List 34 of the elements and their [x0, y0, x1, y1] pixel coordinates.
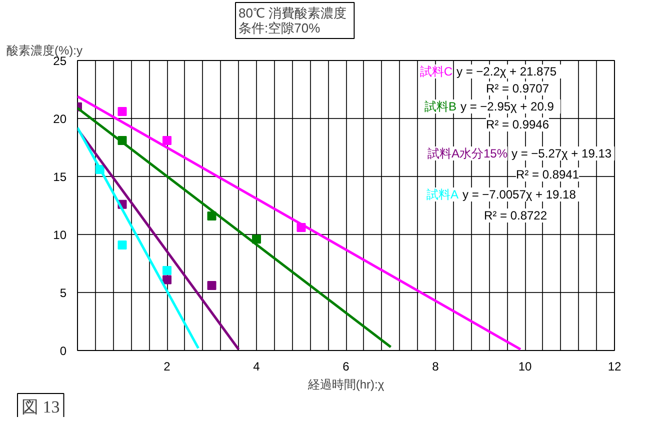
chart-title: 80℃ 消費酸素濃度: [238, 6, 347, 20]
annotation: y = −2.95χ + 20.9: [460, 100, 554, 114]
x-tick-label: 12: [608, 360, 622, 374]
text: 試料C: [420, 64, 453, 78]
y-tick-label: 0: [60, 344, 67, 358]
point: [162, 266, 172, 275]
annotation: R² = 0.9946: [486, 118, 550, 132]
annotation: y = −5.27χ + 19.13: [512, 146, 612, 160]
annotation: R² = 0.8722: [484, 208, 548, 222]
point: [118, 107, 127, 116]
y-tick-label: 5: [60, 286, 67, 300]
point: [118, 240, 127, 250]
text: 試料A: [426, 188, 459, 202]
y-tick-label: 20: [53, 112, 67, 126]
x-axis-title: 経過時間(hr):χ: [306, 378, 385, 392]
annotation: R² = 0.9707: [486, 82, 550, 96]
chart-subtitle: 条件:空隙70%: [238, 20, 321, 36]
text: 試料B: [424, 100, 457, 114]
annotation: y = −7.0057χ + 19.18: [462, 188, 576, 202]
text: 試料A水分15%: [427, 146, 508, 160]
point: [162, 136, 172, 146]
x-tick-label: 8: [432, 360, 440, 374]
y-tick-label: 10: [53, 228, 67, 242]
caption: 図 13: [22, 398, 60, 416]
x-tick-label: 2: [164, 360, 171, 374]
x-tick-label: 10: [518, 360, 532, 374]
y-tick-label: 15: [53, 170, 67, 184]
point: [162, 275, 172, 284]
point: [207, 281, 216, 290]
annotation: R² = 0.8941: [516, 168, 580, 182]
annotation: y = −2.2χ + 21.875: [456, 64, 557, 78]
x-tick-label: 4: [253, 360, 260, 374]
y-axis-title: 酸素濃度(%):y: [6, 44, 82, 58]
x-tick-label: 6: [342, 360, 350, 374]
